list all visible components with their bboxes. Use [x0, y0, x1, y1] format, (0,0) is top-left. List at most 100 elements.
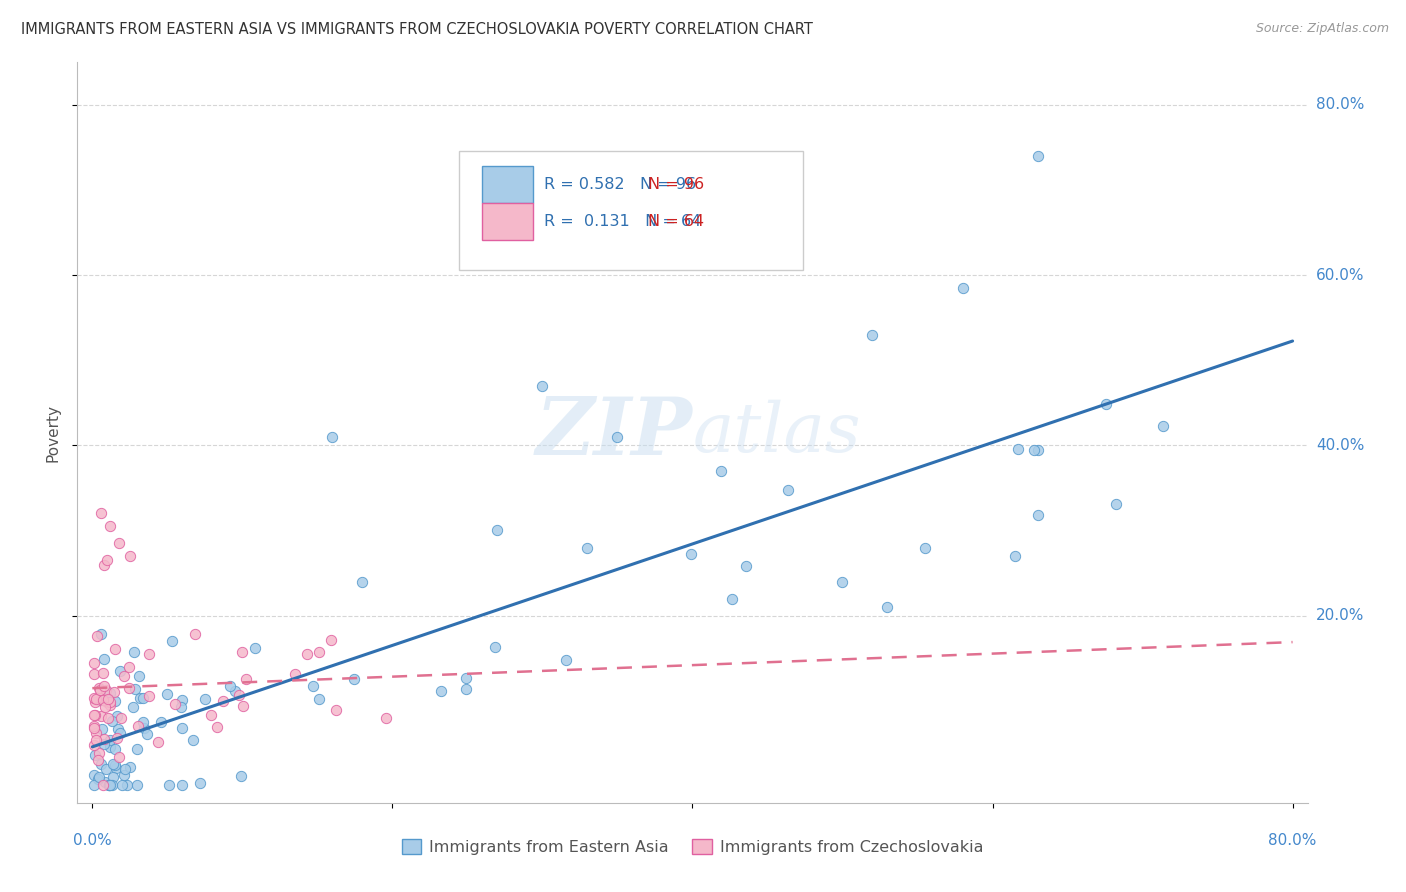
Point — [1026, 442, 1049, 457]
Text: 80.0%: 80.0% — [1268, 833, 1317, 848]
Point — [118, 660, 141, 674]
Point — [325, 703, 347, 717]
Point — [129, 690, 152, 705]
Point — [134, 722, 156, 736]
Point — [352, 574, 374, 589]
Point — [93, 732, 115, 747]
Point — [87, 681, 110, 696]
Point — [128, 669, 150, 683]
Point — [136, 727, 159, 741]
Point — [84, 695, 107, 709]
Point — [96, 683, 118, 698]
Point — [83, 719, 105, 733]
Point — [308, 692, 330, 706]
FancyBboxPatch shape — [458, 152, 803, 269]
Point — [98, 733, 121, 747]
Point — [235, 672, 257, 686]
Point — [170, 778, 193, 792]
Point — [105, 731, 128, 745]
Point — [93, 737, 115, 751]
Point — [319, 632, 342, 647]
Text: atlas: atlas — [693, 400, 860, 466]
FancyBboxPatch shape — [482, 166, 533, 203]
Point — [101, 714, 124, 728]
Point — [219, 679, 242, 693]
Point — [103, 757, 125, 772]
Point — [343, 672, 366, 686]
Point — [120, 760, 142, 774]
Text: 40.0%: 40.0% — [1316, 438, 1364, 453]
Point — [1026, 149, 1049, 163]
Point — [149, 715, 172, 730]
Point — [121, 700, 143, 714]
Point — [606, 430, 628, 444]
Point — [105, 708, 128, 723]
Point — [157, 778, 180, 792]
Point — [243, 641, 266, 656]
Point — [172, 721, 194, 735]
Point — [93, 558, 115, 572]
Point — [83, 747, 105, 762]
Point — [125, 741, 148, 756]
Point — [138, 689, 160, 703]
Point — [107, 722, 129, 736]
Point — [90, 708, 112, 723]
Point — [1152, 419, 1174, 434]
Point — [211, 694, 233, 708]
Point — [97, 692, 120, 706]
Point — [98, 698, 121, 712]
Point — [84, 733, 107, 747]
FancyBboxPatch shape — [482, 202, 533, 241]
Point — [93, 652, 115, 666]
Text: ZIP: ZIP — [536, 394, 693, 471]
Point — [576, 541, 599, 555]
Text: Source: ZipAtlas.com: Source: ZipAtlas.com — [1256, 22, 1389, 36]
Point — [104, 758, 127, 772]
Point — [122, 645, 145, 659]
Point — [200, 708, 222, 723]
Point — [734, 558, 756, 573]
Point — [454, 671, 477, 685]
Point — [165, 697, 187, 711]
Point — [156, 687, 179, 701]
Point — [679, 547, 702, 561]
Point — [83, 707, 105, 722]
Point — [172, 693, 194, 707]
Point — [112, 768, 135, 782]
Point — [86, 753, 108, 767]
Point — [1105, 498, 1128, 512]
Point — [86, 726, 108, 740]
Point — [83, 738, 105, 752]
Point — [229, 769, 252, 783]
Point — [184, 627, 207, 641]
Point — [101, 778, 124, 792]
Point — [531, 379, 554, 393]
Point — [124, 681, 146, 696]
Point — [86, 629, 108, 643]
Point — [1004, 549, 1026, 563]
Point — [108, 726, 131, 740]
Text: N = 64: N = 64 — [648, 214, 704, 229]
Point — [295, 647, 318, 661]
Legend: Immigrants from Eastern Asia, Immigrants from Czechoslovakia: Immigrants from Eastern Asia, Immigrants… — [395, 833, 990, 862]
Point — [181, 732, 204, 747]
Point — [127, 719, 149, 733]
Text: R = 0.582   N = 96: R = 0.582 N = 96 — [544, 178, 696, 192]
Point — [98, 778, 121, 792]
Point — [456, 681, 478, 696]
Point — [104, 761, 127, 775]
Point — [555, 653, 578, 667]
Point — [84, 707, 107, 722]
Point — [83, 656, 105, 670]
Point — [93, 666, 115, 681]
Point — [97, 711, 120, 725]
Point — [146, 735, 169, 749]
Point — [114, 762, 136, 776]
Point — [89, 746, 111, 760]
Point — [94, 775, 117, 789]
Point — [125, 778, 148, 792]
Point — [321, 430, 343, 444]
Point — [486, 524, 509, 538]
Point — [194, 692, 217, 706]
Text: R =  0.131   N = 64: R = 0.131 N = 64 — [544, 214, 700, 229]
